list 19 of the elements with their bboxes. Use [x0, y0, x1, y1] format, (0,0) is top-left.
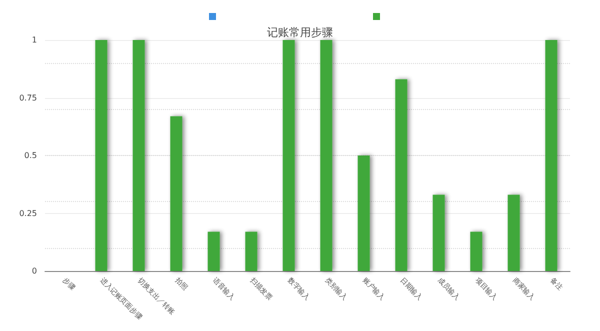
bar — [508, 194, 520, 271]
bar — [208, 232, 220, 271]
y-tick-label: 1 — [32, 36, 37, 44]
y-tick-label: 0 — [32, 266, 37, 276]
bar — [395, 79, 408, 271]
y-tick-label: 0.25 — [19, 208, 37, 218]
bar — [470, 232, 482, 271]
bar — [245, 232, 258, 271]
bar — [170, 116, 182, 271]
bar — [132, 40, 145, 271]
bar — [320, 40, 332, 271]
bar — [545, 40, 558, 271]
y-tick-label: 0.75 — [19, 93, 37, 102]
bar — [95, 40, 108, 271]
y-tick-label: 0.5 — [24, 151, 37, 160]
bar — [432, 194, 445, 271]
chart-title: 记账常用步骤 — [267, 26, 333, 39]
bar — [358, 156, 370, 271]
bar — [282, 40, 295, 271]
